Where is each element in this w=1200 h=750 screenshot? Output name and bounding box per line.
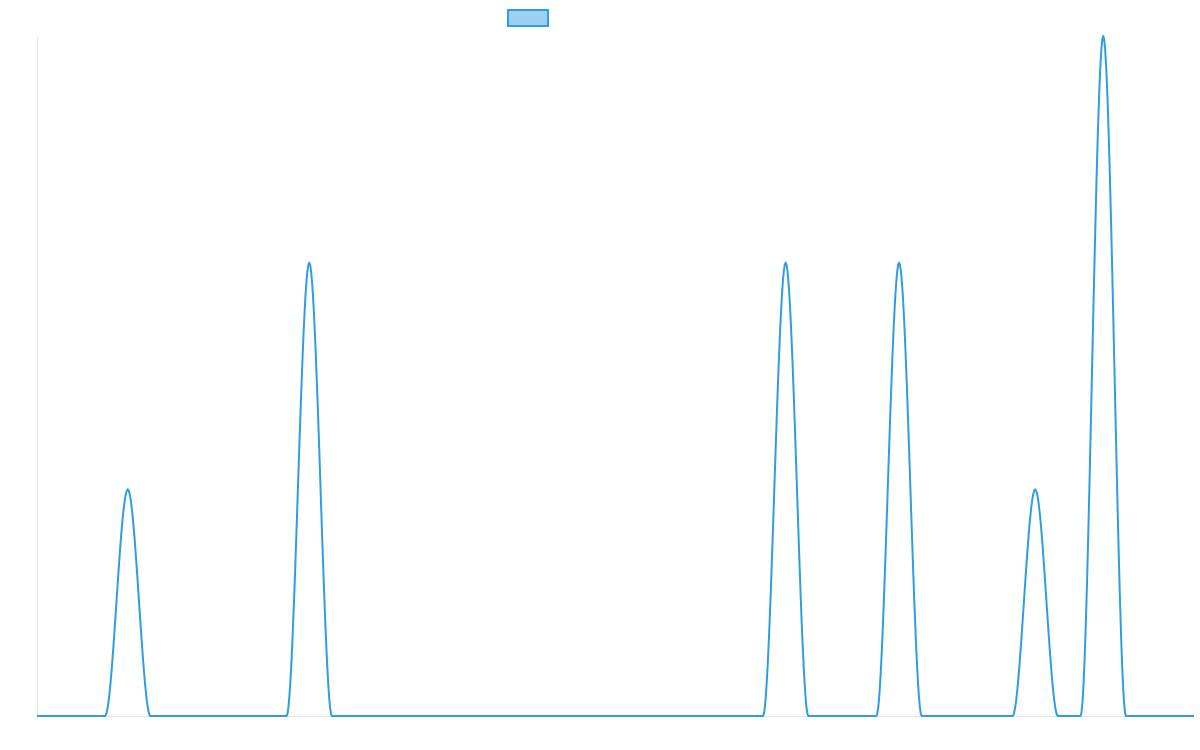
data-point[interactable] <box>987 713 993 719</box>
data-point[interactable] <box>737 713 743 719</box>
data-point[interactable] <box>465 713 471 719</box>
data-point[interactable] <box>170 713 176 719</box>
data-point[interactable] <box>306 260 312 266</box>
data-point[interactable] <box>715 713 721 719</box>
data-point[interactable] <box>34 713 40 719</box>
data-point[interactable] <box>941 713 947 719</box>
data-point[interactable] <box>1055 713 1061 719</box>
data-point[interactable] <box>1078 713 1084 719</box>
data-point[interactable] <box>329 713 335 719</box>
legend[interactable] <box>507 9 549 27</box>
data-point[interactable] <box>57 713 63 719</box>
data-point[interactable] <box>1032 486 1038 492</box>
data-point[interactable] <box>896 260 902 266</box>
data-point[interactable] <box>397 713 403 719</box>
data-point[interactable] <box>488 713 494 719</box>
series-line <box>36 35 1195 717</box>
data-point[interactable] <box>828 713 834 719</box>
data-point[interactable] <box>510 713 516 719</box>
data-point[interactable] <box>624 713 630 719</box>
data-point[interactable] <box>102 713 108 719</box>
data-point[interactable] <box>284 713 290 719</box>
data-point[interactable] <box>692 713 698 719</box>
data-point[interactable] <box>1010 713 1016 719</box>
plot-area <box>34 33 1197 719</box>
data-point[interactable] <box>601 713 607 719</box>
data-point[interactable] <box>964 713 970 719</box>
data-point[interactable] <box>238 713 244 719</box>
data-point[interactable] <box>79 713 85 719</box>
data-point[interactable] <box>261 713 267 719</box>
data-point[interactable] <box>873 713 879 719</box>
data-point[interactable] <box>374 713 380 719</box>
data-point[interactable] <box>760 713 766 719</box>
data-point[interactable] <box>215 713 221 719</box>
data-point[interactable] <box>1100 33 1106 39</box>
data-point[interactable] <box>851 713 857 719</box>
legend-swatch[interactable] <box>507 9 549 27</box>
data-point[interactable] <box>647 713 653 719</box>
data-point[interactable] <box>193 713 199 719</box>
data-point[interactable] <box>533 713 539 719</box>
data-point[interactable] <box>1146 713 1152 719</box>
data-point[interactable] <box>1168 713 1174 719</box>
data-point[interactable] <box>556 713 562 719</box>
data-point[interactable] <box>125 486 131 492</box>
data-point[interactable] <box>147 713 153 719</box>
data-point[interactable] <box>420 713 426 719</box>
data-point[interactable] <box>669 713 675 719</box>
data-point[interactable] <box>783 260 789 266</box>
data-point[interactable] <box>805 713 811 719</box>
data-point[interactable] <box>919 713 925 719</box>
data-point[interactable] <box>578 713 584 719</box>
data-point[interactable] <box>352 713 358 719</box>
data-point[interactable] <box>1191 713 1197 719</box>
data-point[interactable] <box>442 713 448 719</box>
data-point[interactable] <box>1123 713 1129 719</box>
